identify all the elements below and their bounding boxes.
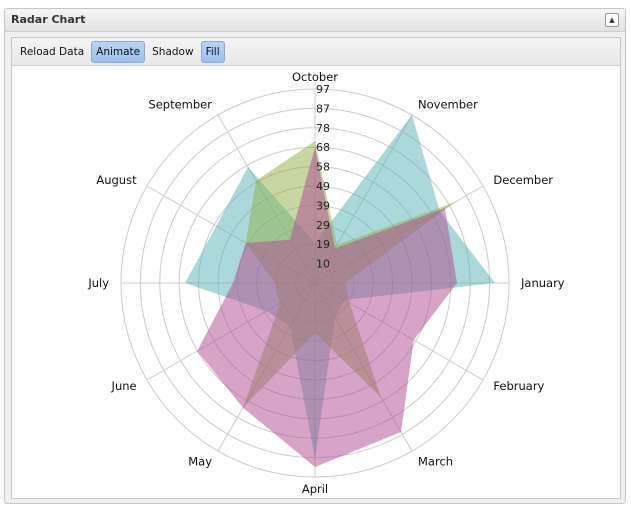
radial-tick-label: 10: [316, 258, 330, 271]
radial-tick-label: 29: [316, 219, 330, 232]
collapse-button[interactable]: ▲: [605, 13, 619, 27]
category-label: February: [493, 379, 544, 393]
category-label: March: [418, 454, 453, 468]
category-label: September: [148, 98, 212, 112]
radial-tick-label: 78: [316, 122, 330, 135]
shadow-toggle[interactable]: Shadow: [152, 45, 194, 58]
category-label: April: [302, 482, 328, 496]
triangle-up-icon: ▲: [609, 16, 615, 24]
series-2-area: [197, 147, 457, 467]
panel-header: Radar Chart ▲: [5, 9, 625, 32]
category-label: October: [292, 70, 338, 84]
radial-tick-label: 49: [316, 180, 330, 193]
radial-tick-label: 19: [316, 238, 330, 251]
toolbar: Reload Data Animate Shadow Fill: [12, 38, 620, 66]
radial-tick-label: 68: [316, 141, 330, 154]
category-label: November: [418, 98, 478, 112]
category-label: July: [87, 276, 109, 290]
fill-toggle[interactable]: Fill: [200, 40, 225, 63]
category-label: December: [493, 173, 553, 187]
category-label: May: [188, 454, 212, 468]
radial-tick-label: 39: [316, 199, 330, 212]
animate-toggle[interactable]: Animate: [91, 40, 146, 63]
category-label: January: [520, 276, 565, 290]
radial-tick-label: 58: [316, 161, 330, 174]
reload-data-button[interactable]: Reload Data: [20, 45, 85, 58]
category-label: August: [96, 173, 137, 187]
category-label: June: [111, 379, 137, 393]
panel-title: Radar Chart: [11, 13, 86, 26]
radial-tick-label: 97: [316, 83, 330, 96]
radial-tick-label: 87: [316, 102, 330, 115]
